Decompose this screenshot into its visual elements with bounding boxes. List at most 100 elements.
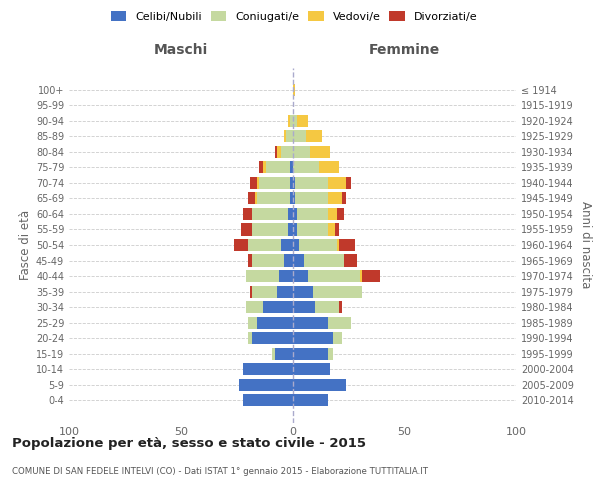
Bar [290,192,293,204]
Bar [293,270,308,282]
Bar [288,208,293,220]
Bar [313,286,362,298]
Bar [293,130,306,142]
Bar [328,208,337,220]
Bar [359,270,362,282]
Bar [277,286,293,298]
Bar [304,254,344,266]
Bar [293,286,313,298]
Bar [293,301,315,313]
Bar [293,114,297,127]
Bar [286,130,293,142]
Bar [293,348,328,360]
Bar [328,192,341,204]
Bar [281,239,293,251]
Bar [250,286,252,298]
Bar [257,192,290,204]
Text: Popolazione per età, sesso e stato civile - 2015: Popolazione per età, sesso e stato civil… [12,438,366,450]
Text: Femmine: Femmine [368,43,440,57]
Bar [277,146,281,158]
Bar [328,177,346,189]
Bar [288,114,290,127]
Bar [288,224,293,235]
Bar [308,270,359,282]
Bar [340,301,341,313]
Bar [341,192,346,204]
Bar [263,301,293,313]
Bar [266,162,290,173]
Bar [257,316,293,328]
Bar [344,254,358,266]
Bar [275,348,293,360]
Bar [293,378,346,391]
Bar [293,192,295,204]
Bar [295,192,328,204]
Bar [257,177,259,189]
Bar [295,177,328,189]
Bar [362,270,380,282]
Bar [293,84,295,96]
Bar [328,224,335,235]
Bar [297,224,328,235]
Bar [252,254,284,266]
Bar [244,208,252,220]
Bar [297,208,328,220]
Bar [252,332,293,344]
Bar [315,301,340,313]
Bar [239,378,293,391]
Bar [319,162,340,173]
Y-axis label: Fasce di età: Fasce di età [19,210,32,280]
Bar [337,208,344,220]
Legend: Celibi/Nubili, Coniugati/e, Vedovi/e, Divorziati/e: Celibi/Nubili, Coniugati/e, Vedovi/e, Di… [107,8,481,25]
Bar [293,224,297,235]
Bar [241,224,252,235]
Bar [244,363,293,376]
Bar [245,301,263,313]
Bar [245,270,279,282]
Bar [272,348,275,360]
Bar [235,239,248,251]
Bar [259,162,263,173]
Bar [293,332,333,344]
Bar [293,146,310,158]
Bar [248,316,257,328]
Bar [248,239,281,251]
Bar [293,254,304,266]
Bar [337,239,340,251]
Bar [293,363,331,376]
Bar [252,224,288,235]
Bar [263,162,266,173]
Text: COMUNE DI SAN FEDELE INTELVI (CO) - Dati ISTAT 1° gennaio 2015 - Elaborazione TU: COMUNE DI SAN FEDELE INTELVI (CO) - Dati… [12,468,428,476]
Bar [306,130,322,142]
Bar [299,239,337,251]
Bar [259,177,290,189]
Bar [328,348,333,360]
Bar [248,332,252,344]
Bar [252,208,288,220]
Bar [293,208,297,220]
Bar [290,114,293,127]
Bar [254,192,257,204]
Bar [244,394,293,406]
Bar [333,332,341,344]
Bar [293,177,295,189]
Bar [248,192,254,204]
Bar [290,162,293,173]
Bar [252,286,277,298]
Bar [279,270,293,282]
Bar [346,177,350,189]
Bar [284,130,286,142]
Bar [335,224,340,235]
Bar [284,254,293,266]
Bar [328,316,350,328]
Bar [340,239,355,251]
Bar [293,239,299,251]
Y-axis label: Anni di nascita: Anni di nascita [579,202,592,288]
Bar [290,177,293,189]
Text: Maschi: Maschi [154,43,208,57]
Bar [310,146,331,158]
Bar [248,254,252,266]
Bar [275,146,277,158]
Bar [297,114,308,127]
Bar [293,162,319,173]
